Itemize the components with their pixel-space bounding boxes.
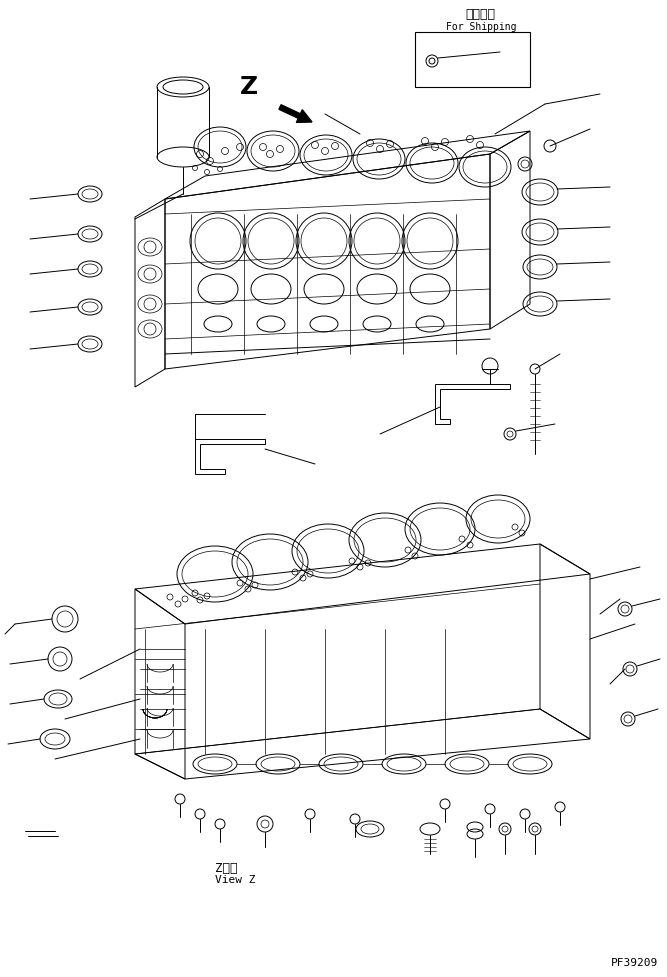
- FancyArrow shape: [279, 106, 312, 123]
- Bar: [415, 33, 530, 88]
- Text: View Z: View Z: [215, 874, 255, 884]
- Text: 運搜部品: 運搜部品: [465, 8, 495, 21]
- Text: For Shipping: For Shipping: [446, 21, 516, 32]
- Text: Z: Z: [240, 75, 258, 99]
- Text: Z　視: Z 視: [215, 861, 237, 874]
- Text: PF39209: PF39209: [611, 957, 658, 967]
